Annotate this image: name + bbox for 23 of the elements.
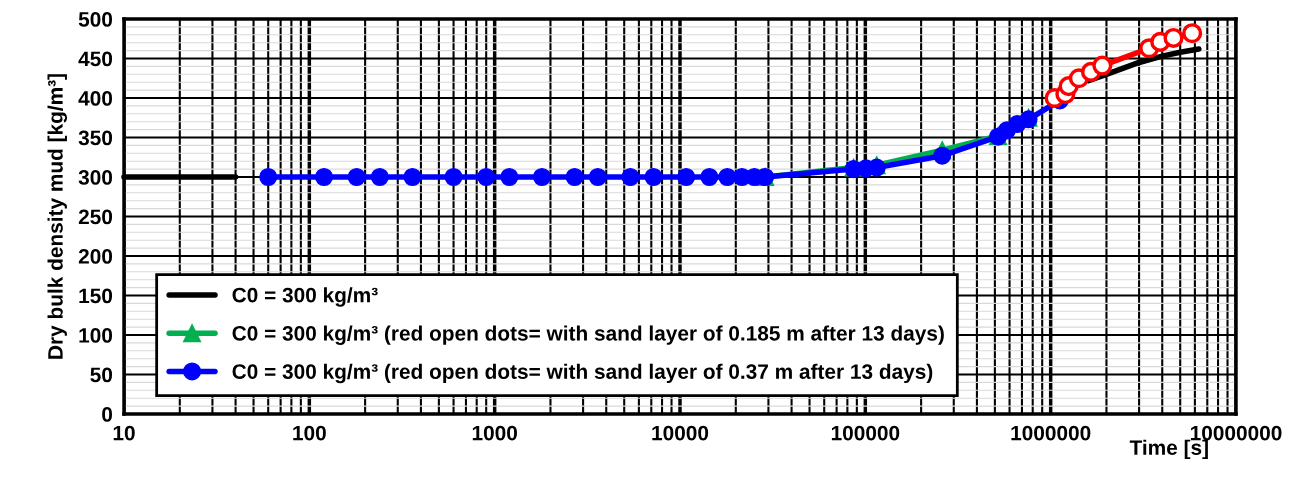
y-tick-label: 400 <box>78 91 113 106</box>
x-tick-label: 100000 <box>831 425 900 441</box>
y-tick-label: 500 <box>78 12 113 27</box>
x-tick-label: 10000 <box>652 425 709 441</box>
legend-label: C0 = 300 kg/m³ <box>232 287 378 307</box>
x-tick-label: 100 <box>293 425 326 441</box>
y-tick-label: 150 <box>79 288 113 304</box>
legend-label: C0 = 300 kg/m³ (red open dots= with sand layer of 0.37 m after 13 days) <box>232 363 933 384</box>
x-tick-label: 10 <box>113 425 135 441</box>
x-tick-label: 1000000 <box>1011 425 1091 441</box>
y-tick-label: 250 <box>78 209 113 225</box>
y-tick-label: 0 <box>102 407 113 422</box>
y-tick-label: 350 <box>78 130 113 146</box>
x-tick-label: 10000000 <box>1190 425 1282 441</box>
y-tick-label: 300 <box>78 170 113 185</box>
y-tick-label: 100 <box>79 328 113 343</box>
y-tick-label: 50 <box>90 367 113 383</box>
y-tick-label: 450 <box>78 51 113 67</box>
y-tick-label: 200 <box>78 249 113 264</box>
legend-label: C0 = 300 kg/m³ (red open dots= with sand layer of 0.185 m after 13 days) <box>232 325 944 345</box>
x-tick-label: 1000 <box>472 425 517 441</box>
y-axis-title: Dry bulk density mud [kg/m³] <box>47 74 68 359</box>
x-axis-title: Time [s] <box>1129 439 1208 460</box>
